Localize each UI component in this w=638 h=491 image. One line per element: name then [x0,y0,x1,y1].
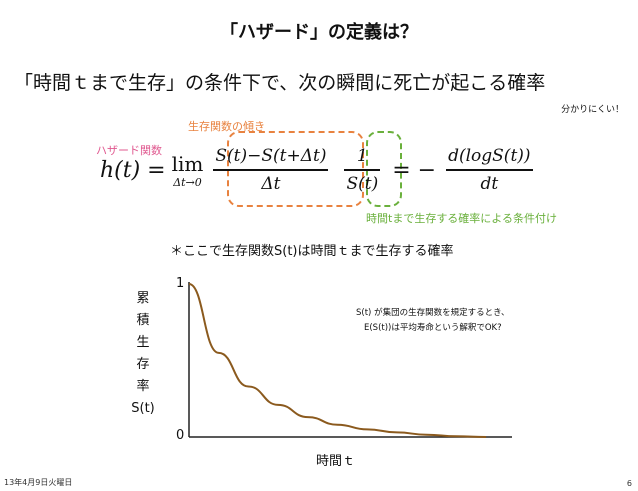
y-tick-1: 1 [176,276,185,291]
y-label-char: S(t) [131,401,155,416]
chart-annotation-line2: E(S(t))は平均寿命という解釈でOK? [364,323,502,333]
y-tick-0: 0 [176,428,185,443]
formula-num3: d(logS(t)) [448,146,531,167]
formula-den2: S(t) [346,173,379,194]
formula-den3: dt [480,173,499,194]
fraction-bar [446,169,533,171]
survival-curve [188,283,487,438]
fraction-bar [344,169,381,171]
y-label-char: 累 [136,291,150,306]
slide-title: 「ハザード」の定義は？ [220,22,418,43]
formula-fraction-log: d(logS(t)) dt [446,146,533,194]
y-label-char: 存 [136,357,150,372]
chart-x-label: 時間ｔ [316,454,356,469]
y-label-char: 率 [136,379,150,394]
formula-lhs: h(t) = [100,157,166,183]
page-number: 6 [626,479,632,488]
formula-num1: S(t)−S(t+Δt) [215,146,327,167]
chart-annotation: S(t) が集団の生存関数を規定するとき、 E(S(t))は平均寿命という解釈で… [356,306,509,336]
y-label-char: 生 [136,335,150,350]
conditional-label: 時間tまで生存する確率による条件付け [366,212,557,225]
footer-date: 13年4月9日火曜日 [4,478,73,487]
hazard-formula: h(t) = lim Δt→0 S(t)−S(t+Δt) Δt 1 S(t) =… [100,138,533,202]
slope-label: 生存関数の傾き [188,120,265,133]
hard-to-understand-note: 分かりにくい！ [561,105,624,115]
formula-fraction-conditional: 1 S(t) [344,146,381,194]
formula-num2: 1 [356,146,368,167]
formula-fraction-slope: S(t)−S(t+Δt) Δt [213,146,329,194]
slide-subtitle: 「時間ｔまで生存」の条件下で、次の瞬間に死亡が起こる確率 [14,72,546,94]
fraction-bar [213,169,329,171]
slope-highlight-box [227,131,364,207]
conditional-highlight-box [366,131,402,207]
formula-den1: Δt [261,173,281,194]
formula-lim: lim [171,151,204,176]
chart-y-label: 累積生存率 S(t) [128,288,158,420]
chart-annotation-line1: S(t) が集団の生存関数を規定するとき、 [356,308,510,318]
survival-chart [188,282,512,438]
formula-limit: lim Δt→0 [172,152,204,189]
formula-lim-sub: Δt→0 [173,175,202,189]
y-label-char: 積 [136,313,150,328]
survival-function-note: ＊ここで生存関数S(t)は時間ｔまで生存する確率 [170,244,454,259]
hazard-function-label: ハザード関数 [96,144,162,157]
formula-equals-minus: = − [392,157,437,183]
